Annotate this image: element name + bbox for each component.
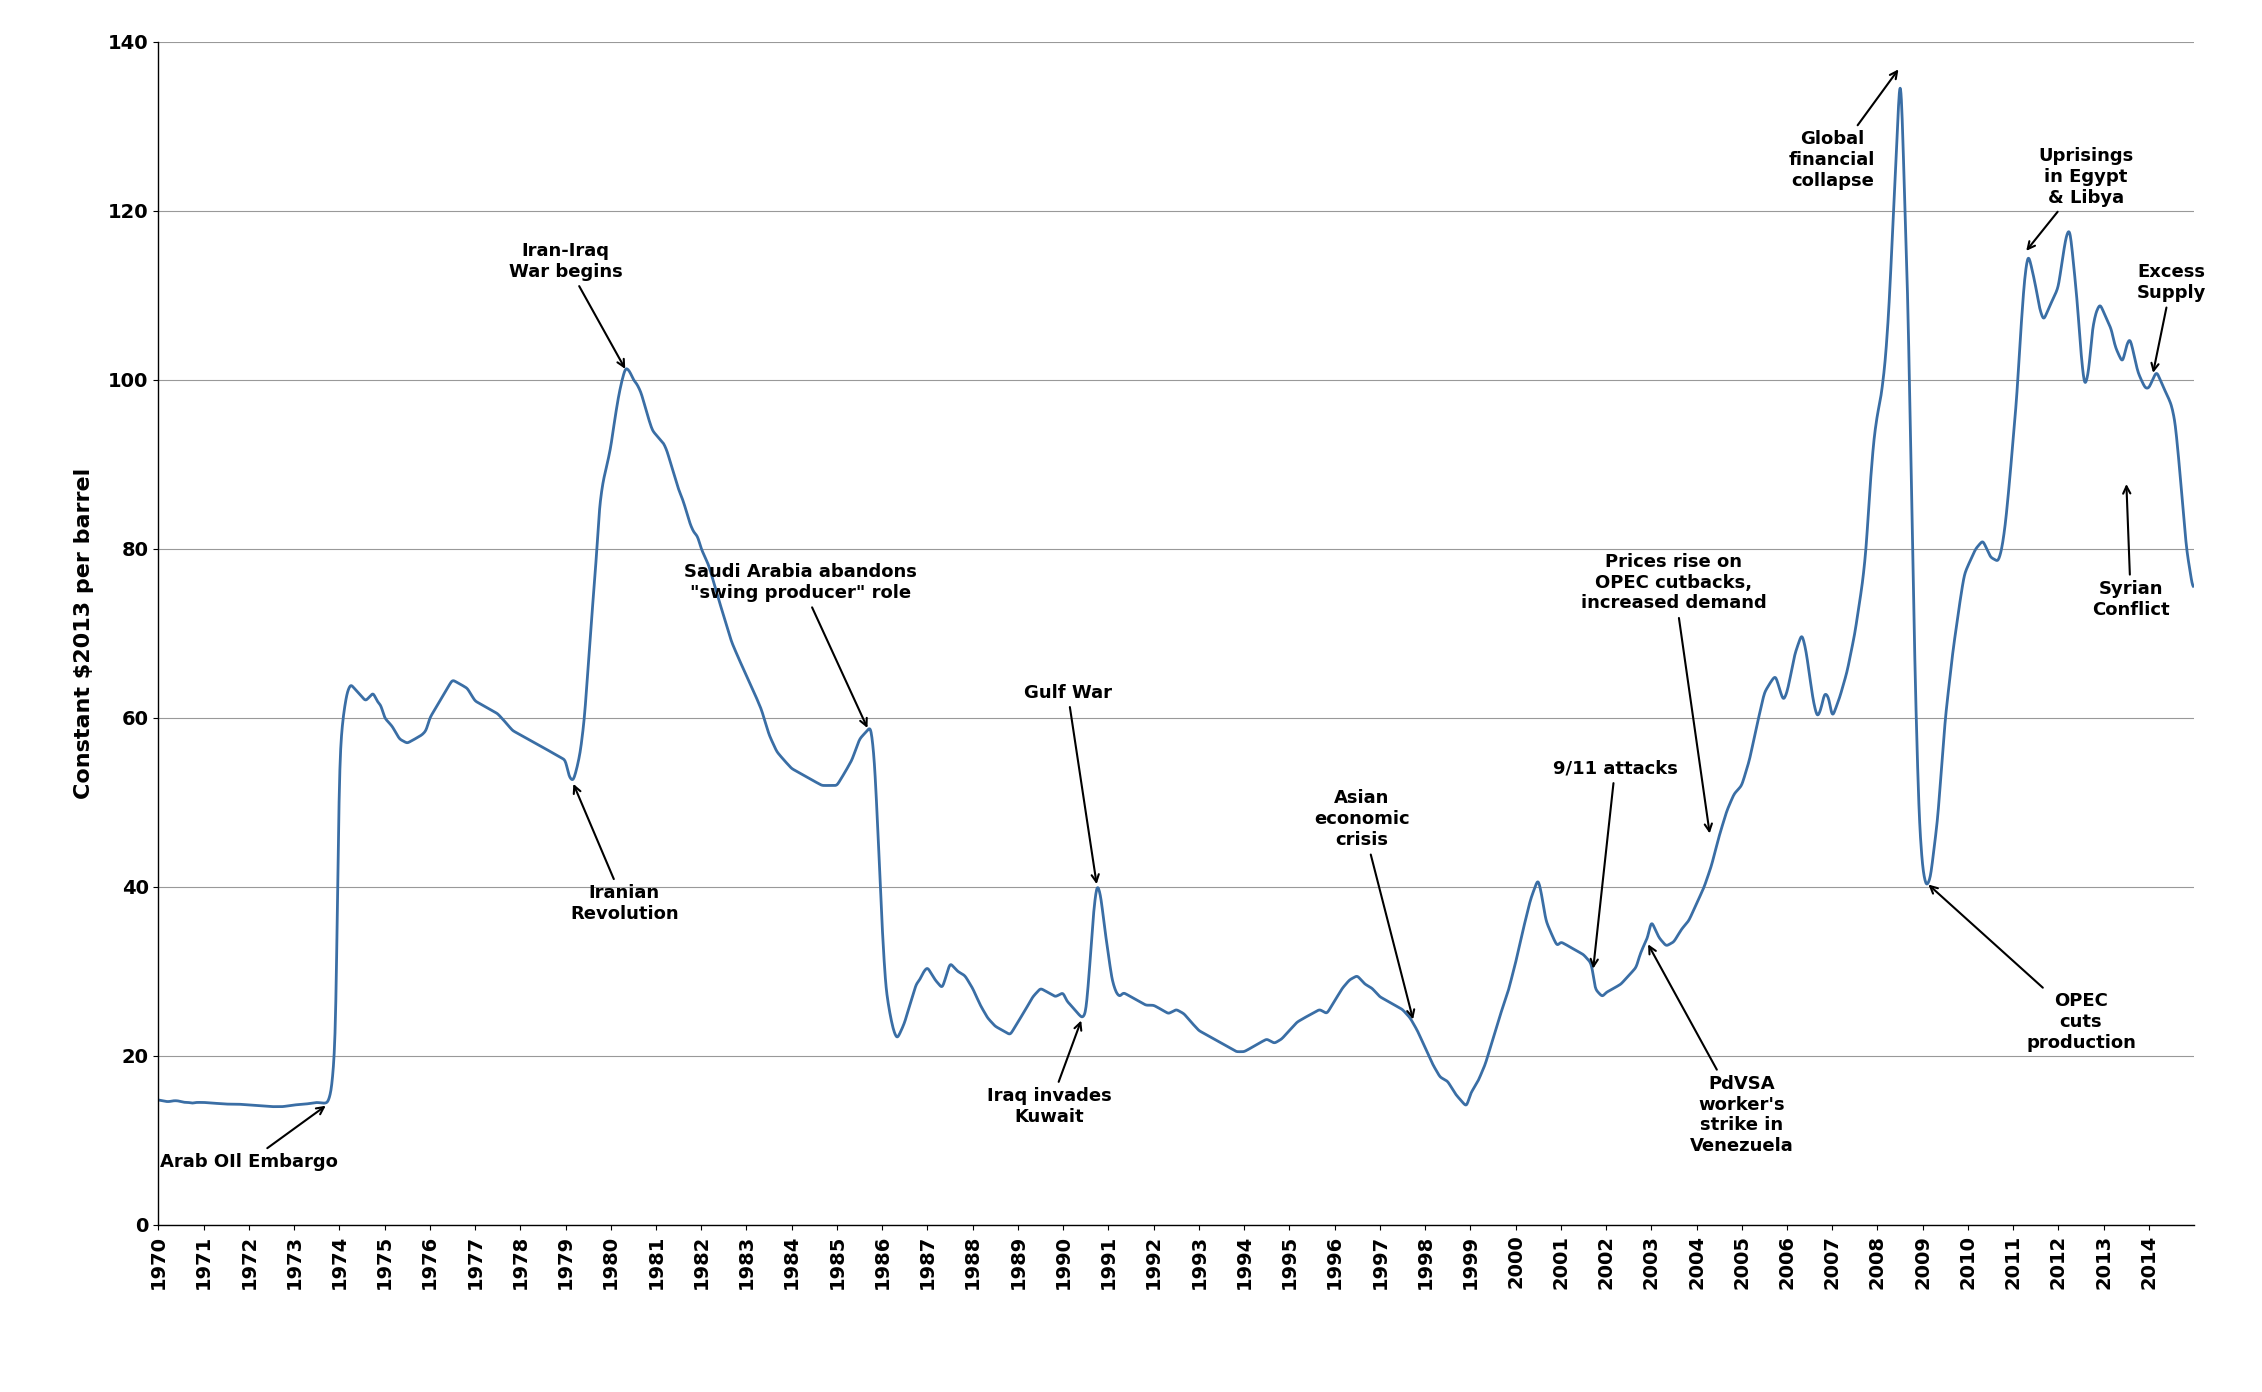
Text: Saudi Arabia abandons
"swing producer" role: Saudi Arabia abandons "swing producer" r… (685, 564, 916, 725)
Text: Iran-Iraq
War begins: Iran-Iraq War begins (509, 242, 624, 367)
Text: Excess
Supply: Excess Supply (2138, 263, 2205, 370)
Text: Global
financial
collapse: Global financial collapse (1789, 71, 1898, 189)
Text: Iranian
Revolution: Iranian Revolution (570, 786, 679, 923)
Y-axis label: Constant $2013 per barrel: Constant $2013 per barrel (75, 468, 95, 799)
Text: Asian
economic
crisis: Asian economic crisis (1314, 789, 1414, 1018)
Text: Uprisings
in Egypt
& Libya: Uprisings in Egypt & Libya (2027, 148, 2133, 249)
Text: 9/11 attacks: 9/11 attacks (1552, 760, 1678, 966)
Text: Prices rise on
OPEC cutbacks,
increased demand: Prices rise on OPEC cutbacks, increased … (1581, 553, 1767, 831)
Text: Arab OIl Embargo: Arab OIl Embargo (161, 1107, 337, 1171)
Text: OPEC
cuts
production: OPEC cuts production (1929, 887, 2135, 1052)
Text: PdVSA
worker's
strike in
Venezuela: PdVSA worker's strike in Venezuela (1649, 947, 1794, 1155)
Text: Gulf War: Gulf War (1025, 683, 1111, 883)
Text: Syrian
Conflict: Syrian Conflict (2092, 486, 2169, 619)
Text: Iraq invades
Kuwait: Iraq invades Kuwait (986, 1023, 1113, 1126)
